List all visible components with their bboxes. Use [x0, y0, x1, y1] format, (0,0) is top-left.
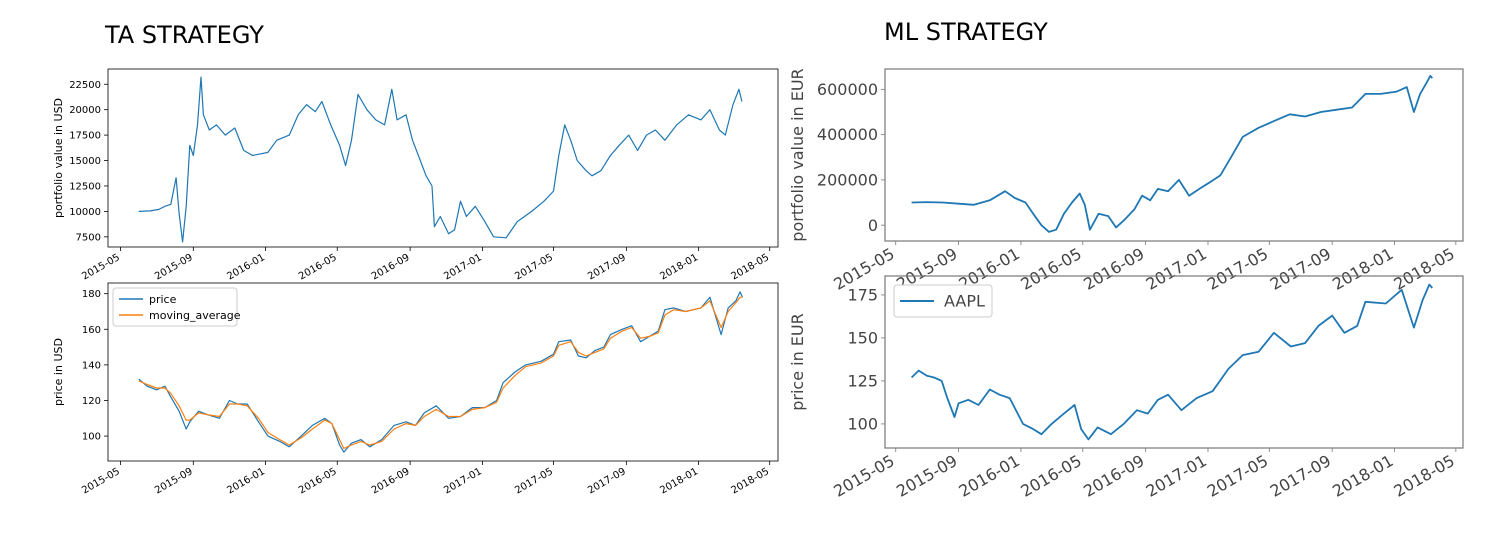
- x-tick-label: 2016-09: [1080, 451, 1147, 501]
- y-tick-label: 400000: [817, 125, 878, 144]
- x-tick-label: 2017-09: [1267, 451, 1334, 501]
- x-tick-label: 2016-05: [297, 466, 339, 496]
- x-tick-label: 2016-05: [297, 252, 339, 282]
- x-tick-label: 2015-09: [153, 466, 195, 496]
- x-tick-label: 2017-05: [513, 466, 555, 496]
- x-tick-label: 2016-01: [225, 466, 267, 496]
- x-tick-label: 2018-01: [1329, 244, 1396, 294]
- x-tick-label: 2017-01: [1143, 451, 1210, 501]
- ml-price-series-line-AAPL: [910, 283, 1433, 441]
- ta-price-legend: price moving_average: [112, 287, 241, 327]
- x-tick-label: 2016-01: [225, 252, 267, 282]
- x-tick-label: 2015-05: [830, 451, 897, 501]
- legend-label: price: [149, 293, 177, 306]
- x-tick-label: 2018-05: [730, 466, 772, 496]
- ta-price-chart: 100 120 140 160 180 2015-05 2015-09 2016-01 2016…: [52, 282, 779, 496]
- ml-price-chart: 100 125 150 175 2015-052015-092016-012016-05…: [788, 275, 1464, 501]
- y-tick-label: 150: [847, 329, 878, 348]
- x-tick-label: 2017-05: [1204, 451, 1271, 501]
- x-tick-label: 2016-09: [370, 466, 412, 496]
- y-tick-label: 100: [82, 432, 101, 443]
- ta-strategy-title: TA STRATEGY: [105, 21, 264, 49]
- x-tick-label: 2015-09: [893, 451, 960, 501]
- y-tick-label: 120: [82, 396, 101, 407]
- x-tick-label: 2018-01: [1329, 451, 1396, 501]
- y-tick-label: 7500: [76, 232, 101, 243]
- x-tick-label: 2018-05: [1390, 244, 1457, 294]
- y-tick-label: 100: [847, 415, 878, 434]
- ta-portfolio-ylabel: portfolio value in USD: [52, 98, 65, 218]
- x-tick-label: 2018-05: [1390, 451, 1457, 501]
- y-tick-label: 10000: [69, 207, 101, 218]
- y-tick-label: 0: [868, 216, 878, 235]
- y-tick-label: 140: [82, 360, 101, 371]
- x-tick-label: 2017-09: [1267, 244, 1334, 294]
- ta-portfolio-chart: 7500 10000 12500 15000 17500 20000 22500 2015-0…: [52, 68, 779, 282]
- y-tick-label: 600000: [817, 80, 878, 99]
- ta-price-series-line-moving-average: [138, 296, 743, 450]
- x-tick-label: 2017-05: [513, 252, 555, 282]
- ta-portfolio-axes-frame: [107, 68, 779, 248]
- ml-price-axes-frame: [884, 275, 1464, 449]
- x-tick-label: 2017-01: [1143, 244, 1210, 294]
- x-tick-label: 2018-01: [658, 252, 700, 282]
- ta-price-axes-frame: [107, 282, 779, 462]
- y-tick-label: 17500: [69, 131, 101, 142]
- ml-strategy-title: ML STRATEGY: [884, 18, 1048, 46]
- ta-portfolio-series-line-main: [138, 76, 743, 243]
- ml-price-ylabel: price in EUR: [788, 313, 807, 411]
- y-tick-label: 180: [82, 289, 101, 300]
- legend-label: AAPL: [944, 292, 985, 311]
- x-tick-label: 2015-05: [80, 252, 122, 282]
- y-tick-label: 22500: [69, 80, 101, 91]
- x-tick-label: 2016-05: [1017, 451, 1084, 501]
- x-tick-label: 2015-09: [153, 252, 195, 282]
- x-tick-label: 2018-05: [730, 252, 772, 282]
- x-tick-label: 2018-01: [658, 466, 700, 496]
- y-tick-label: 20000: [69, 105, 101, 116]
- x-tick-label: 2017-01: [442, 252, 484, 282]
- ml-portfolio-series-line-main: [911, 74, 1433, 233]
- legend-box: [112, 287, 238, 327]
- x-tick-label: 2016-01: [956, 451, 1023, 501]
- x-tick-label: 2016-09: [370, 252, 412, 282]
- y-tick-label: 200000: [817, 170, 878, 189]
- y-tick-label: 12500: [69, 181, 101, 192]
- ml-portfolio-chart: 02000004000006000002015-052015-092016-01…: [788, 68, 1464, 294]
- ml-price-legend: AAPL: [893, 284, 993, 318]
- x-tick-label: 2016-05: [1017, 244, 1084, 294]
- x-tick-label: 2015-05: [80, 466, 122, 496]
- legend-label: moving_average: [149, 309, 241, 322]
- y-tick-label: 160: [82, 325, 101, 336]
- x-tick-label: 2017-09: [586, 466, 628, 496]
- y-tick-label: 175: [847, 286, 878, 305]
- ml-portfolio-ylabel: portfolio value in EUR: [788, 68, 807, 241]
- x-tick-label: 2017-01: [442, 466, 484, 496]
- y-tick-label: 125: [847, 372, 878, 391]
- x-tick-label: 2017-09: [586, 252, 628, 282]
- ml-portfolio-axes-frame: [884, 68, 1464, 242]
- y-tick-label: 15000: [69, 156, 101, 167]
- legend-box: [893, 284, 993, 318]
- x-tick-label: 2017-05: [1204, 244, 1271, 294]
- ta-price-ylabel: price in USD: [52, 338, 65, 406]
- x-tick-label: 2016-09: [1080, 244, 1147, 294]
